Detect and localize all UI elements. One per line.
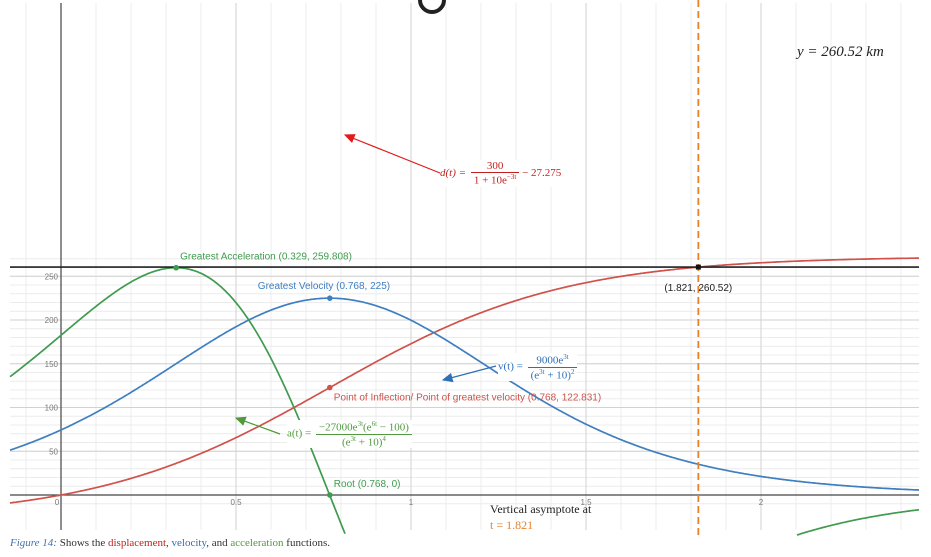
horizontal-line-label: y = 260.52 km [797, 44, 884, 60]
label-greatest_velocity: Greatest Velocity (0.768, 225) [258, 281, 390, 292]
label-root: Root (0.768, 0) [334, 479, 401, 490]
points [173, 264, 701, 498]
x-tick-label: 2 [759, 498, 764, 507]
tick-labels: 00.511.522.533.550100150200250 [45, 272, 931, 507]
x-tick-label: 0.5 [230, 498, 242, 507]
point-labels: Greatest Acceleration (0.329, 259.808) Gr… [180, 252, 732, 490]
acceleration-arrow [234, 416, 281, 435]
y-tick-label: 250 [45, 272, 59, 281]
point-root [327, 492, 333, 498]
asymptote-label: Vertical asymptote at t = 1.821 [490, 502, 592, 532]
overlays [10, 0, 919, 538]
point-greatest_velocity [327, 295, 333, 301]
point-greatest_acceleration [173, 264, 179, 271]
figure-caption: Figure 14: Shows the displacement, veloc… [10, 537, 330, 549]
label-intersection: (1.821, 260.52) [664, 283, 732, 294]
acceleration-equation: a(t) = −27000e3t(e6t − 100) (e3t + 10)4 [287, 420, 412, 449]
velocity-curve [9, 297, 919, 491]
x-tick-label: 1.5 [580, 498, 592, 507]
x-tick-label: 1 [409, 498, 414, 507]
velocity-arrow [441, 365, 497, 383]
x-tick-label: 0 [55, 498, 60, 507]
y-tick-label: 150 [45, 360, 59, 369]
point-intersection [695, 264, 701, 270]
y-tick-label: 50 [49, 447, 58, 456]
y-tick-label: 200 [45, 316, 59, 325]
y-tick-label: 100 [45, 404, 59, 413]
label-inflection: Point of Inflection/ Point of greatest v… [334, 393, 601, 404]
displacement-curve [9, 257, 919, 504]
label-greatest_acceleration: Greatest Acceleration (0.329, 259.808) [180, 252, 352, 263]
point-inflection [327, 384, 333, 391]
curves [9, 257, 920, 536]
velocity-equation: v(t) = 9000e3t (e3t + 10)2 [498, 353, 578, 382]
displacement-equation: d(t) = 300 1 + 10e−3t − 27.275 [440, 160, 562, 187]
circle-glyph-icon [418, 0, 446, 14]
displacement-arrow [343, 134, 441, 174]
